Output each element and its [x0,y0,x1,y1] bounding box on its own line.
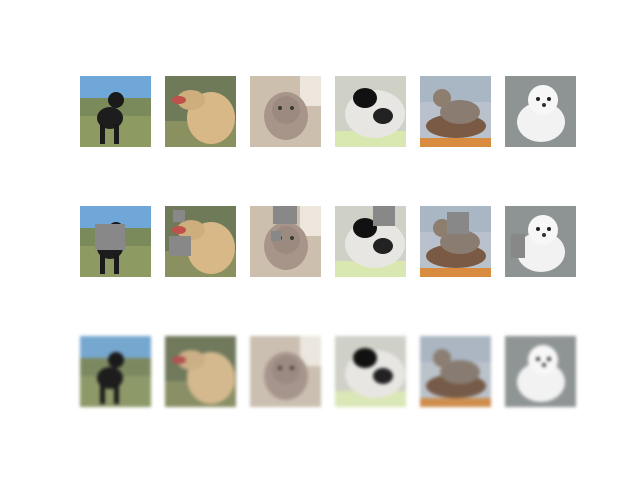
mask-patch [95,224,125,250]
reconstruction-image-black-white-fluffy-dog [335,336,406,407]
masked-image-black-white-fluffy-dog [335,206,406,277]
mask-patch [447,212,469,234]
reconstruction-image-golden-retriever-dog [165,336,236,407]
mask-patch [373,206,395,226]
reconstruction-image-tabby-cat [250,336,321,407]
mask-patch [273,206,297,224]
reconstruction-image-black-poodle-dog [80,336,151,407]
masked-image-tabby-cat-on-cushion [420,206,491,277]
masked-image-white-fluffy-dog [505,206,576,277]
original-image-white-fluffy-dog [505,76,576,147]
mask-patch [169,236,191,256]
masked-image-tabby-cat [250,206,321,277]
mask-patch [271,231,281,241]
reconstruction-image-white-fluffy-dog [505,336,576,407]
masked-image-black-poodle-dog [80,206,151,277]
original-image-golden-retriever-dog [165,76,236,147]
original-image-tabby-cat [250,76,321,147]
original-image-black-poodle-dog [80,76,151,147]
original-image-black-white-fluffy-dog [335,76,406,147]
mask-patch [173,210,185,222]
masked-image-golden-retriever-dog [165,206,236,277]
mask-patch [511,234,525,258]
original-image-tabby-cat-on-cushion [420,76,491,147]
reconstruction-image-tabby-cat-on-cushion [420,336,491,407]
